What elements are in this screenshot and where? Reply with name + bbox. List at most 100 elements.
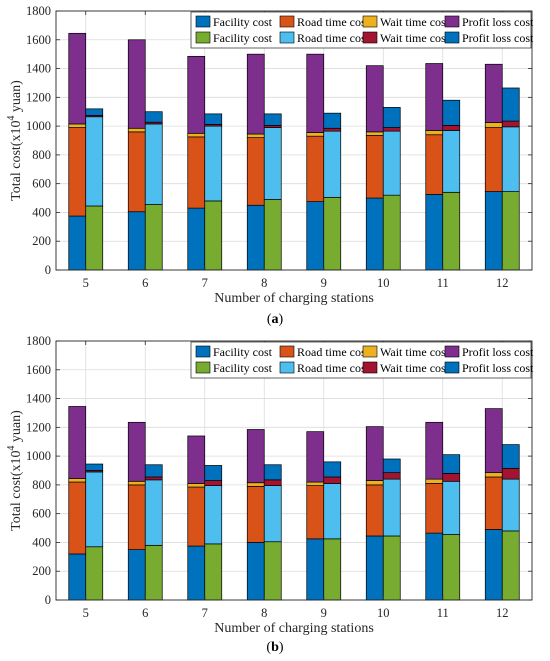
bar-left-facility_a-6: [127, 549, 146, 601]
x-tick-label: 5: [83, 606, 89, 620]
plot-area: [56, 11, 532, 270]
bar-left-road_a-8: [246, 137, 265, 206]
bar-right-profit_b-11: [442, 99, 461, 126]
legend-label-profit_a: Profit loss cost: [462, 15, 534, 29]
y-axis-label: Total cost(x104 yuan): [6, 80, 24, 201]
bar-right-road_b-12: [501, 126, 520, 192]
bar-left-facility_a-9: [306, 538, 325, 601]
bar-left-profit_a-12: [484, 408, 503, 474]
legend-box: [190, 341, 532, 379]
y-tick-label: 800: [32, 148, 51, 162]
figure-a: 0 200 400 600 800 1000 1200 1400 1600 1800 5 6 7 8 9 10…: [0, 0, 550, 330]
legend-label-profit_a: Profit loss cost: [462, 345, 534, 359]
plot-area: [56, 341, 532, 600]
bar-left-profit_a-12: [484, 63, 503, 123]
bar-right-facility_b-5: [85, 205, 104, 271]
bar-left-profit_a-7: [187, 435, 206, 484]
bar-left-facility_a-7: [187, 545, 206, 601]
bar-left-profit_a-6: [127, 421, 146, 482]
y-tick-label: 800: [32, 478, 51, 492]
bar-left-wait_a-6: [127, 480, 146, 486]
bar-left-wait_a-5: [68, 123, 87, 128]
bar-right-profit_b-6: [144, 111, 163, 123]
legend-swatch-profit_b: [444, 361, 460, 374]
bar-left-profit_a-11: [425, 63, 444, 131]
caption-a: (a): [266, 312, 284, 327]
legend-label-profit_b: Profit loss cost: [462, 361, 534, 375]
bar-right-profit_b-5: [85, 108, 104, 116]
bar-left-road_a-5: [68, 481, 87, 555]
bar-left-road_a-7: [187, 486, 206, 547]
legend-label-facility_a: Facility cost: [213, 345, 273, 359]
legend-swatch-road_b: [279, 31, 295, 44]
y-tick-label: 1200: [26, 90, 51, 104]
bar-left-profit_a-8: [246, 429, 265, 484]
bar-right-road_b-10: [382, 130, 401, 196]
bar-right-wait_b-11: [442, 473, 461, 482]
legend-label-facility_a: Facility cost: [213, 15, 273, 29]
bar-left-profit_a-7: [187, 55, 206, 134]
bar-right-road_b-10: [382, 478, 401, 537]
bar-right-profit_b-12: [501, 87, 520, 122]
bar-left-facility_a-12: [484, 529, 503, 601]
bar-left-road_a-11: [425, 134, 444, 195]
y-tick-label: 600: [32, 177, 51, 191]
bar-right-profit_b-5: [85, 463, 104, 471]
bar-right-facility_b-7: [204, 543, 223, 601]
x-tick-label: 7: [202, 606, 208, 620]
x-tick-label: 10: [377, 276, 390, 290]
bar-right-facility_b-10: [382, 194, 401, 271]
bar-right-road_b-6: [144, 123, 163, 205]
bar-left-profit_a-6: [127, 39, 146, 129]
bar-right-facility_b-12: [501, 191, 520, 271]
bar-right-profit_b-8: [263, 464, 282, 481]
bar-left-wait_a-6: [127, 127, 146, 133]
bar-left-wait_a-9: [306, 481, 325, 486]
legend-swatch-facility_b: [195, 361, 211, 374]
bar-right-wait_b-11: [442, 125, 461, 131]
bar-right-road_b-9: [323, 130, 342, 198]
y-tick-label: 1400: [26, 62, 51, 76]
legend-box: [190, 11, 532, 49]
bar-left-wait_a-8: [246, 482, 265, 487]
y-tick-label: 0: [45, 593, 51, 607]
bar-right-profit_b-6: [144, 464, 163, 478]
y-axis-label: Total cost(x104 yuan): [6, 410, 24, 531]
y-tick-label: 1400: [26, 392, 51, 406]
bar-left-road_a-10: [365, 484, 384, 537]
x-tick-label: 8: [261, 606, 267, 620]
legend-swatch-road_a: [279, 345, 295, 358]
bar-left-road_a-5: [68, 127, 87, 217]
bar-right-facility_b-11: [442, 534, 461, 601]
bar-left-road_a-12: [484, 127, 503, 192]
bar-left-profit_a-9: [306, 431, 325, 483]
axes-box: [55, 340, 533, 601]
bar-right-facility_b-10: [382, 535, 401, 601]
legend-label-profit_b: Profit loss cost: [462, 31, 534, 45]
bar-right-profit_b-8: [263, 113, 282, 126]
bar-right-wait_b-8: [263, 479, 282, 486]
chart-a: 0 200 400 600 800 1000 1200 1400 1600 1800 5 6 7 8 9 10…: [6, 4, 534, 306]
bar-left-wait_a-9: [306, 132, 325, 137]
y-tick-label: 0: [45, 263, 51, 277]
legend-label-wait_a: Wait time cost: [380, 15, 450, 29]
bar-left-facility_a-12: [484, 191, 503, 271]
bar-right-wait_b-12: [501, 467, 520, 480]
legend-label-wait_a: Wait time cost: [380, 345, 450, 359]
x-tick-label: 9: [321, 606, 327, 620]
x-tick-label: 11: [437, 276, 449, 290]
y-tick-label: 400: [32, 205, 51, 219]
bar-right-road_b-9: [323, 483, 342, 540]
figure-b: 0 200 400 600 800 1000 1200 1400 1600 1800 5 6 7 8 9 10…: [0, 330, 550, 661]
x-tick-label: 5: [83, 276, 89, 290]
bar-right-facility_b-7: [204, 200, 223, 271]
bar-left-facility_a-6: [127, 211, 146, 271]
x-tick-label: 10: [377, 606, 390, 620]
legend-label-wait_b: Wait time cost: [380, 31, 450, 45]
bar-left-wait_a-7: [187, 132, 206, 138]
bar-left-road_a-6: [127, 484, 146, 550]
bar-left-profit_a-5: [68, 406, 87, 479]
bar-left-wait_a-7: [187, 483, 206, 488]
y-tick-label: 200: [32, 564, 51, 578]
bar-left-road_a-9: [306, 485, 325, 540]
